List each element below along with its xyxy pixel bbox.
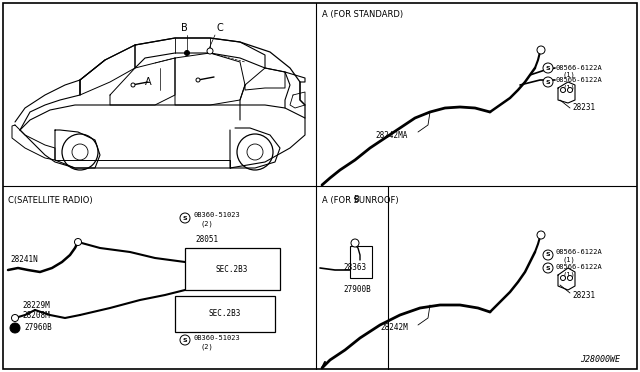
Circle shape — [207, 48, 213, 54]
Text: S: S — [546, 253, 550, 257]
Text: C: C — [216, 23, 223, 33]
Circle shape — [351, 239, 359, 247]
Text: 08566-6122A: 08566-6122A — [556, 77, 603, 83]
Text: S: S — [182, 337, 188, 343]
Text: SEC.2B3: SEC.2B3 — [216, 264, 248, 273]
Text: 0B360-51023: 0B360-51023 — [193, 212, 240, 218]
Text: SEC.2B3: SEC.2B3 — [209, 310, 241, 318]
Circle shape — [10, 323, 20, 333]
Circle shape — [568, 87, 573, 93]
Circle shape — [561, 276, 566, 280]
Text: A (FOR STANDARD): A (FOR STANDARD) — [322, 10, 403, 19]
Text: 28231: 28231 — [572, 103, 595, 112]
Text: 28231: 28231 — [572, 291, 595, 299]
Text: 28242MA: 28242MA — [376, 131, 408, 140]
Text: 28229M: 28229M — [22, 301, 50, 311]
Circle shape — [543, 77, 553, 87]
Text: S: S — [546, 80, 550, 84]
Circle shape — [543, 63, 553, 73]
Text: 28208M: 28208M — [22, 311, 50, 321]
Text: S: S — [546, 266, 550, 270]
Text: 08566-6122A: 08566-6122A — [556, 264, 603, 270]
Text: 08566-6122A: 08566-6122A — [556, 65, 603, 71]
Bar — [175, 296, 275, 332]
Circle shape — [537, 231, 545, 239]
Circle shape — [180, 213, 190, 223]
Text: J28000WE: J28000WE — [580, 356, 620, 365]
Text: B: B — [353, 196, 359, 205]
Text: 0B360-51023: 0B360-51023 — [193, 335, 240, 341]
Text: (1): (1) — [562, 257, 575, 263]
Text: A: A — [145, 77, 151, 87]
Text: 08566-6122A: 08566-6122A — [556, 249, 603, 255]
Text: 28241N: 28241N — [10, 256, 38, 264]
Text: 27960B: 27960B — [24, 324, 52, 333]
Text: S: S — [182, 215, 188, 221]
Text: 27900B: 27900B — [343, 285, 371, 295]
Text: C(SATELLITE RADIO): C(SATELLITE RADIO) — [8, 196, 93, 205]
Text: (1): (1) — [562, 72, 575, 78]
Text: (1): (1) — [562, 85, 575, 91]
Text: S: S — [546, 65, 550, 71]
Circle shape — [74, 238, 81, 246]
Circle shape — [543, 263, 553, 273]
Bar — [185, 248, 280, 290]
Circle shape — [180, 335, 190, 345]
Circle shape — [568, 276, 573, 280]
Circle shape — [543, 250, 553, 260]
Circle shape — [131, 83, 135, 87]
Text: 28363: 28363 — [343, 263, 366, 273]
Circle shape — [196, 78, 200, 82]
Circle shape — [537, 46, 545, 54]
Circle shape — [12, 314, 19, 321]
Text: (1): (1) — [562, 272, 575, 278]
Circle shape — [561, 87, 566, 93]
Text: 28242M: 28242M — [380, 324, 408, 333]
Text: B: B — [180, 23, 188, 33]
Circle shape — [184, 51, 189, 55]
Bar — [350, 246, 372, 278]
Text: 28051: 28051 — [195, 235, 218, 244]
Text: A (FOR SUNROOF): A (FOR SUNROOF) — [322, 196, 399, 205]
Text: (2): (2) — [200, 221, 212, 227]
Text: (2): (2) — [200, 344, 212, 350]
